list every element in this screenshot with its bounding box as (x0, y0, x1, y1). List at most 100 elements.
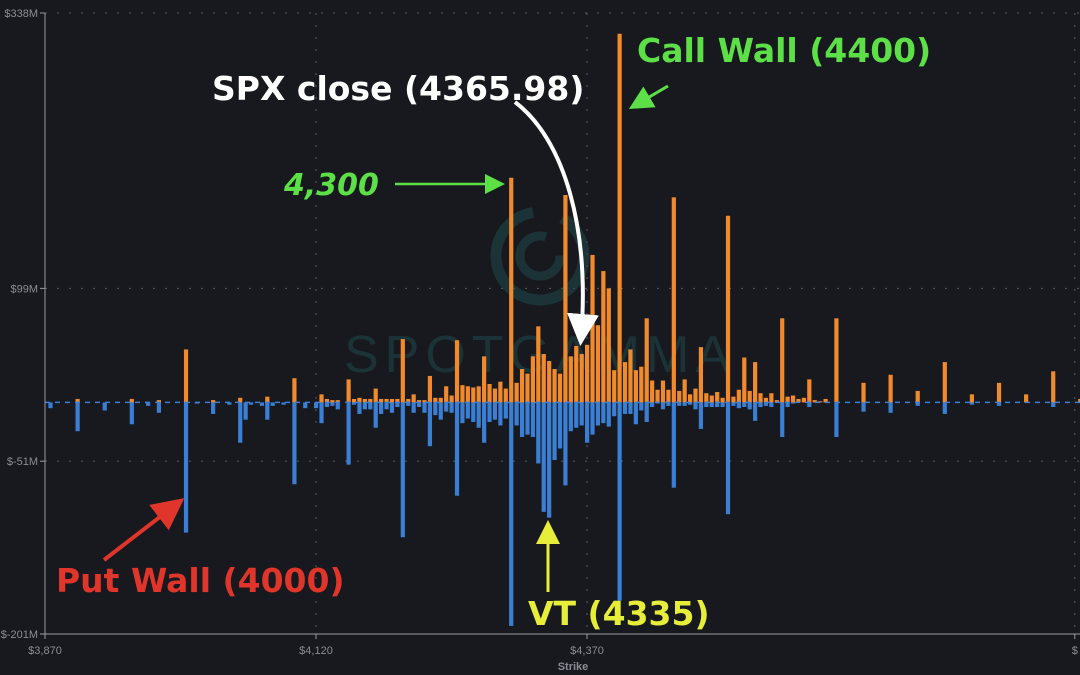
call-bar (368, 398, 373, 403)
y-tick-label: $-51M (7, 456, 38, 468)
call-bar (330, 400, 335, 403)
call-bar (753, 362, 758, 403)
y-tick-label: $-201M (1, 629, 38, 641)
put-bar (753, 402, 758, 421)
call-bar (547, 360, 552, 403)
put-bar (666, 402, 671, 406)
put-bar (449, 402, 454, 413)
put-bar (807, 402, 812, 408)
call-bar (660, 380, 666, 403)
call-bar (530, 356, 535, 403)
call-bar (996, 382, 1002, 403)
call-bar (601, 271, 606, 403)
call-bar (389, 398, 395, 403)
call-bar (677, 390, 682, 403)
call-bar (763, 397, 769, 403)
call-bar (650, 380, 655, 403)
put-bar (541, 402, 546, 512)
put-bar (492, 402, 498, 420)
bars (48, 33, 1080, 626)
call-bar (666, 389, 671, 403)
put-bar (536, 402, 541, 464)
call-bar (801, 397, 806, 403)
call-bar (731, 396, 736, 403)
call-bar (568, 356, 573, 403)
call-bar (346, 379, 351, 403)
call-bar (541, 354, 546, 403)
put-bar (747, 402, 752, 410)
put-bar (698, 402, 704, 429)
call-bar (357, 397, 362, 403)
call-bar (704, 393, 709, 403)
call-bar (725, 215, 731, 403)
call-bar (687, 394, 693, 403)
call-bar (335, 400, 340, 403)
call-bar (509, 177, 514, 403)
put-bar (530, 402, 535, 437)
call-bar (747, 390, 752, 403)
call-bar (769, 393, 774, 403)
call-bar (785, 396, 790, 403)
put-bar (433, 402, 438, 416)
call-bar (416, 400, 422, 403)
put-wall-annotation: Put Wall (4000) (56, 561, 345, 600)
put-bar (742, 402, 747, 408)
call-bar (454, 340, 460, 403)
call-bar (807, 379, 812, 403)
put-bar (709, 402, 714, 408)
put-bar (243, 402, 248, 420)
put-bar (861, 402, 866, 412)
put-bar (677, 402, 682, 406)
call-bar (1078, 398, 1080, 403)
call-bar (633, 370, 638, 403)
call-bar (156, 400, 162, 403)
put-bar (487, 402, 492, 423)
put-bar (660, 402, 666, 410)
call-bar (796, 398, 801, 403)
call-bar (265, 396, 270, 403)
put-bar (460, 402, 465, 424)
call-bar (422, 400, 427, 403)
put-bar (780, 402, 785, 437)
put-bar (498, 402, 503, 426)
put-bar (395, 402, 400, 408)
put-bar (211, 402, 216, 414)
put-bar (525, 402, 530, 435)
put-bar (785, 402, 790, 408)
put-bar (687, 402, 693, 405)
put-bar (650, 402, 655, 408)
call-bar (324, 398, 330, 403)
put-bar (720, 402, 725, 408)
put-bar (888, 402, 893, 413)
put-bar (373, 402, 378, 428)
call-bar (834, 318, 839, 403)
call-bar (438, 397, 443, 403)
put-bar (379, 402, 384, 414)
call-bar (557, 373, 563, 403)
x-tick-label: $ (1072, 645, 1078, 657)
put-bar (601, 402, 606, 424)
call-bar (519, 369, 525, 403)
put-bar (183, 402, 189, 533)
call-bar (476, 386, 481, 403)
put-bar (731, 402, 736, 406)
put-bar (579, 402, 584, 426)
call-bar (238, 397, 243, 403)
call-bar (471, 387, 476, 403)
call-bar (693, 388, 698, 403)
call-bar (671, 197, 676, 403)
call-wall-annotation: Call Wall (4400) (637, 31, 931, 70)
put-bar (427, 402, 433, 447)
call-bar (1051, 371, 1056, 403)
put-bar (639, 402, 644, 411)
call-bar (942, 362, 947, 403)
call-bar (444, 386, 449, 403)
put-bar (557, 402, 563, 449)
call-bar (498, 381, 503, 403)
put-bar (444, 402, 449, 412)
put-bar (509, 402, 514, 626)
put-bar (585, 402, 590, 443)
call-bar (628, 349, 633, 403)
put-bar (471, 402, 476, 423)
